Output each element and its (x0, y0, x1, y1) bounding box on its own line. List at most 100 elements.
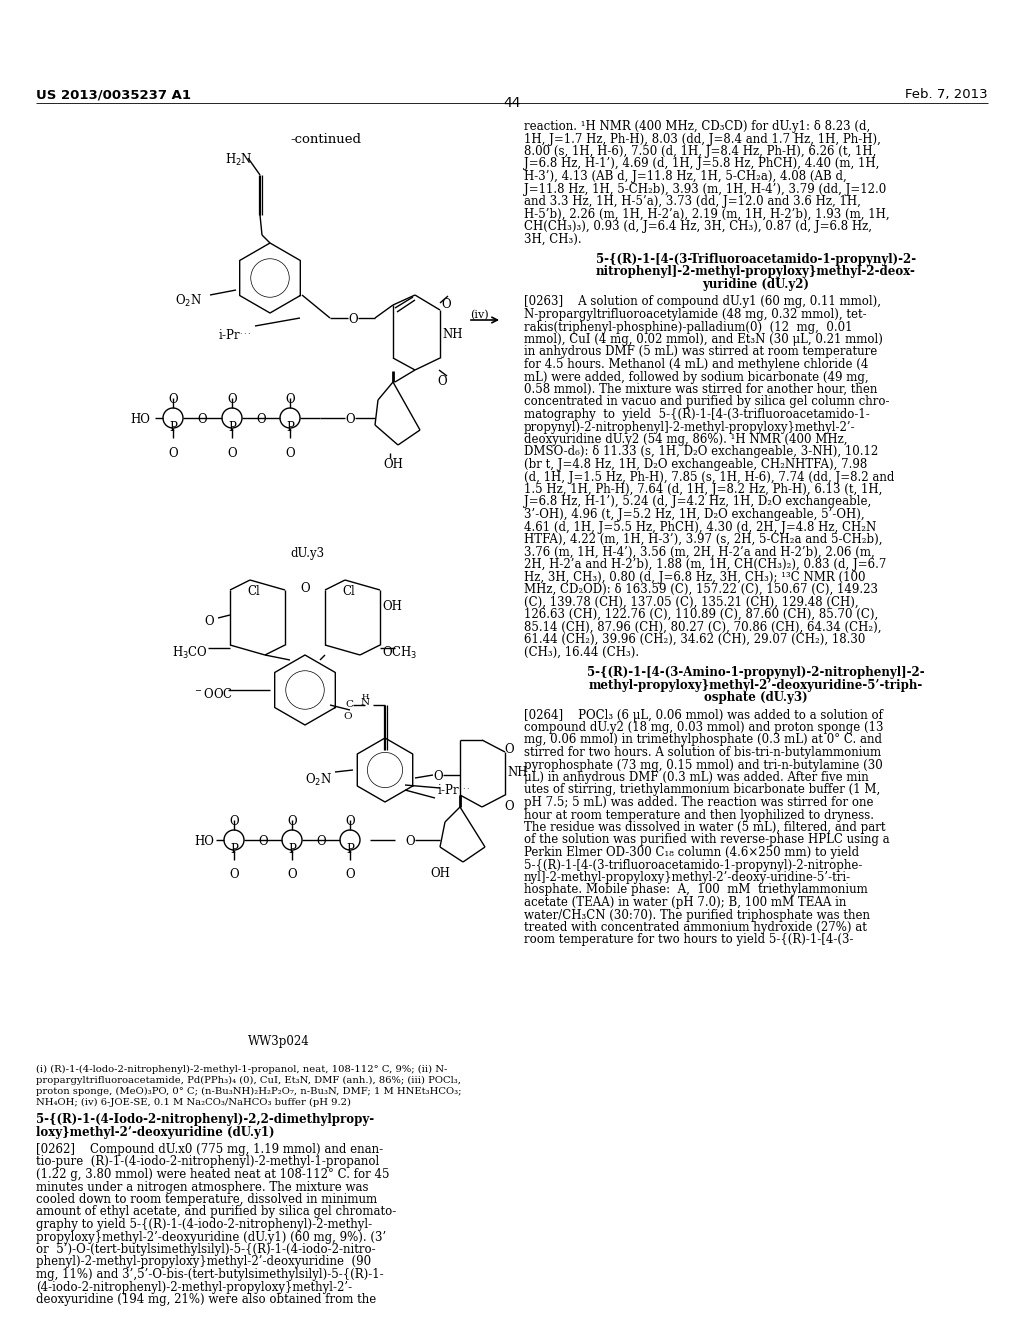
Text: propynyl)-2-nitrophenyl]-2-methyl-propyloxy}methyl-2’-: propynyl)-2-nitrophenyl]-2-methyl-propyl… (524, 421, 856, 433)
Text: O: O (345, 869, 354, 880)
Text: US 2013/0035237 A1: US 2013/0035237 A1 (36, 88, 191, 102)
Text: N: N (361, 698, 370, 708)
Text: P: P (169, 421, 177, 434)
Text: P: P (286, 421, 294, 434)
Text: O: O (433, 770, 442, 783)
Text: P: P (230, 843, 238, 855)
Text: O: O (168, 447, 177, 459)
Text: acetate (TEAA) in water (pH 7.0); B, 100 mM TEAA in: acetate (TEAA) in water (pH 7.0); B, 100… (524, 896, 847, 909)
Text: 0.58 mmol). The mixture was stirred for another hour, then: 0.58 mmol). The mixture was stirred for … (524, 383, 878, 396)
Text: J=6.8 Hz, H-1’), 5.24 (d, J=4.2 Hz, 1H, D₂O exchangeable,: J=6.8 Hz, H-1’), 5.24 (d, J=4.2 Hz, 1H, … (524, 495, 871, 508)
Text: The residue was dissolved in water (5 mL), filtered, and part: The residue was dissolved in water (5 mL… (524, 821, 886, 834)
Text: proton sponge, (MeO)₃PO, 0° C; (n-Bu₃NH)₂H₂P₂O₇, n-Bu₃N, DMF; 1 M HNEt₃HCO₃;: proton sponge, (MeO)₃PO, 0° C; (n-Bu₃NH)… (36, 1086, 462, 1096)
Text: MHz, CD₂OD): δ 163.59 (C), 157.22 (C), 150.67 (C), 149.23: MHz, CD₂OD): δ 163.59 (C), 157.22 (C), 1… (524, 583, 878, 597)
Text: NH: NH (442, 327, 463, 341)
Text: [0264]    POCl₃ (6 μL, 0.06 mmol) was added to a solution of: [0264] POCl₃ (6 μL, 0.06 mmol) was added… (524, 709, 883, 722)
Text: OH: OH (382, 601, 401, 612)
Text: 2H, H-2’a and H-2’b), 1.88 (m, 1H, CH(CH₃)₂), 0.83 (d, J=6.7: 2H, H-2’a and H-2’b), 1.88 (m, 1H, CH(CH… (524, 558, 887, 572)
Text: deoxyuridine (194 mg, 21%) were also obtained from the: deoxyuridine (194 mg, 21%) were also obt… (36, 1294, 376, 1305)
Text: nitrophenyl]-2-methyl-propyloxy}methyl-2-deox-: nitrophenyl]-2-methyl-propyloxy}methyl-2… (596, 265, 915, 279)
Text: hosphate. Mobile phase:  A,  100  mM  triethylammonium: hosphate. Mobile phase: A, 100 mM trieth… (524, 883, 867, 896)
Text: H-5’b), 2.26 (m, 1H, H-2’a), 2.19 (m, 1H, H-2’b), 1.93 (m, 1H,: H-5’b), 2.26 (m, 1H, H-2’a), 2.19 (m, 1H… (524, 207, 890, 220)
Text: O: O (345, 814, 354, 828)
Text: J=6.8 Hz, H-1’), 4.69 (d, 1H, J=5.8 Hz, PhCH), 4.40 (m, 1H,: J=6.8 Hz, H-1’), 4.69 (d, 1H, J=5.8 Hz, … (524, 157, 880, 170)
Text: H$_2$N: H$_2$N (225, 152, 253, 168)
Text: 126.63 (CH), 122.76 (C), 110.89 (C), 87.60 (CH), 85.70 (C),: 126.63 (CH), 122.76 (C), 110.89 (C), 87.… (524, 609, 879, 620)
Text: 1H, J=1.7 Hz, Ph-H), 8.03 (dd, J=8.4 and 1.7 Hz, 1H, Ph-H),: 1H, J=1.7 Hz, Ph-H), 8.03 (dd, J=8.4 and… (524, 132, 881, 145)
Text: P: P (346, 843, 354, 855)
Text: or  5’)-O-(tert-butylsimethylsilyl)-5-{(R)-1-(4-iodo-2-nitro-: or 5’)-O-(tert-butylsimethylsilyl)-5-{(R… (36, 1243, 376, 1257)
Text: mg, 0.06 mmol) in trimethylphosphate (0.3 mL) at 0° C. and: mg, 0.06 mmol) in trimethylphosphate (0.… (524, 734, 882, 747)
Text: matography  to  yield  5-{(R)-1-[4-(3-trifluoroacetamido-1-: matography to yield 5-{(R)-1-[4-(3-trifl… (524, 408, 869, 421)
Text: 5-{(R)-1-[4-(3-trifluoroacetamido-1-propynyl)-2-nitrophe-: 5-{(R)-1-[4-(3-trifluoroacetamido-1-prop… (524, 858, 862, 871)
Text: 5-{(R)-1-[4-(3-Amino-1-propynyl)-2-nitrophenyl]-2-: 5-{(R)-1-[4-(3-Amino-1-propynyl)-2-nitro… (587, 667, 925, 678)
Text: O: O (441, 298, 451, 312)
Text: O: O (229, 869, 239, 880)
Text: NH₄OH; (iv) 6-JOE-SE, 0.1 M Na₂CO₃/NaHCO₃ buffer (pH 9.2): NH₄OH; (iv) 6-JOE-SE, 0.1 M Na₂CO₃/NaHCO… (36, 1098, 351, 1107)
Circle shape (222, 408, 242, 428)
Text: O: O (348, 313, 357, 326)
Text: (4-iodo-2-nitrophenyl)-2-methyl-propyloxy}methyl-2’-: (4-iodo-2-nitrophenyl)-2-methyl-propylox… (36, 1280, 352, 1294)
Text: (iv): (iv) (470, 310, 488, 321)
Text: 8.00 (s, 1H, H-6), 7.50 (d, 1H, J=8.4 Hz, Ph-H), 6.26 (t, 1H,: 8.00 (s, 1H, H-6), 7.50 (d, 1H, J=8.4 Hz… (524, 145, 877, 158)
Text: O: O (168, 393, 177, 407)
Text: and 3.3 Hz, 1H, H-5’a), 3.73 (dd, J=12.0 and 3.6 Hz, 1H,: and 3.3 Hz, 1H, H-5’a), 3.73 (dd, J=12.0… (524, 195, 861, 209)
Text: 61.44 (CH₂), 39.96 (CH₂), 34.62 (CH), 29.07 (CH₂), 18.30: 61.44 (CH₂), 39.96 (CH₂), 34.62 (CH), 29… (524, 634, 865, 645)
Text: O: O (406, 836, 415, 847)
Text: concentrated in vacuo and purified by silica gel column chro-: concentrated in vacuo and purified by si… (524, 396, 890, 408)
Text: reaction. ¹H NMR (400 MHz, CD₃CD) for dU.y1: δ 8.23 (d,: reaction. ¹H NMR (400 MHz, CD₃CD) for dU… (524, 120, 870, 133)
Text: i-Pr$^{...}$: i-Pr$^{...}$ (218, 327, 252, 342)
Text: minutes under a nitrogen atmosphere. The mixture was: minutes under a nitrogen atmosphere. The… (36, 1180, 369, 1193)
Text: graphy to yield 5-{(R)-1-(4-iodo-2-nitrophenyl)-2-methyl-: graphy to yield 5-{(R)-1-(4-iodo-2-nitro… (36, 1218, 372, 1232)
Text: CH(CH₃)₃), 0.93 (d, J=6.4 Hz, 3H, CH₃), 0.87 (d, J=6.8 Hz,: CH(CH₃)₃), 0.93 (d, J=6.4 Hz, 3H, CH₃), … (524, 220, 872, 234)
Text: OCH$_3$: OCH$_3$ (382, 645, 418, 661)
Text: 85.14 (CH), 87.96 (CH), 80.27 (C), 70.86 (CH), 64.34 (CH₂),: 85.14 (CH), 87.96 (CH), 80.27 (C), 70.86… (524, 620, 882, 634)
Text: μL) in anhydrous DMF (0.3 mL) was added. After five min: μL) in anhydrous DMF (0.3 mL) was added.… (524, 771, 868, 784)
Text: Feb. 7, 2013: Feb. 7, 2013 (905, 88, 988, 102)
Text: tio-pure  (R)-1-(4-iodo-2-nitrophenyl)-2-methyl-1-propanol: tio-pure (R)-1-(4-iodo-2-nitrophenyl)-2-… (36, 1155, 379, 1168)
Text: P: P (288, 843, 296, 855)
Circle shape (340, 830, 360, 850)
Text: O: O (316, 836, 326, 847)
Text: O: O (197, 413, 207, 426)
Text: [0263]    A solution of compound dU.y1 (60 mg, 0.11 mmol),: [0263] A solution of compound dU.y1 (60 … (524, 296, 881, 309)
Text: pyrophosphate (73 mg, 0.15 mmol) and tri-n-butylamine (30: pyrophosphate (73 mg, 0.15 mmol) and tri… (524, 759, 883, 771)
Text: methyl-propyloxy}methyl-2’-deoxyuridine-5’-triph-: methyl-propyloxy}methyl-2’-deoxyuridine-… (589, 678, 923, 692)
Text: Cl: Cl (342, 585, 354, 598)
Circle shape (280, 408, 300, 428)
Text: utes of stirring, triethylammonium bicarbonate buffer (1 M,: utes of stirring, triethylammonium bicar… (524, 784, 881, 796)
Text: 1.5 Hz, 1H, Ph-H), 7.64 (d, 1H, J=8.2 Hz, Ph-H), 6.13 (t, 1H,: 1.5 Hz, 1H, Ph-H), 7.64 (d, 1H, J=8.2 Hz… (524, 483, 883, 496)
Text: O: O (258, 836, 267, 847)
Text: O$_2$N: O$_2$N (305, 772, 332, 788)
Text: H: H (362, 693, 370, 701)
Text: O: O (300, 582, 309, 595)
Text: 5-{(R)-1-(4-Iodo-2-nitrophenyl)-2,2-dimethylpropy-: 5-{(R)-1-(4-Iodo-2-nitrophenyl)-2,2-dime… (36, 1113, 374, 1126)
Text: (CH₃), 16.44 (CH₃).: (CH₃), 16.44 (CH₃). (524, 645, 639, 659)
Text: (br t, J=4.8 Hz, 1H, D₂O exchangeable, CH₂NHTFA), 7.98: (br t, J=4.8 Hz, 1H, D₂O exchangeable, C… (524, 458, 867, 471)
Text: for 4.5 hours. Methanol (4 mL) and methylene chloride (4: for 4.5 hours. Methanol (4 mL) and methy… (524, 358, 868, 371)
Text: O: O (504, 743, 514, 756)
Text: of the solution was purified with reverse-phase HPLC using a: of the solution was purified with revers… (524, 833, 890, 846)
Text: H$_3$CO: H$_3$CO (172, 645, 208, 661)
Text: water/CH₃CN (30:70). The purified triphosphate was then: water/CH₃CN (30:70). The purified tripho… (524, 908, 870, 921)
Text: O$_2$N: O$_2$N (175, 293, 202, 309)
Text: yuridine (dU.y2): yuridine (dU.y2) (702, 279, 810, 290)
Text: DMSO-d₆): δ 11.33 (s, 1H, D₂O exchangeable, 3-NH), 10.12: DMSO-d₆): δ 11.33 (s, 1H, D₂O exchangeab… (524, 446, 879, 458)
Text: (i) (R)-1-(4-lodo-2-nitrophenyl)-2-methyl-1-propanol, neat, 108-112° C, 9%; (ii): (i) (R)-1-(4-lodo-2-nitrophenyl)-2-methy… (36, 1065, 447, 1074)
Circle shape (224, 830, 244, 850)
Circle shape (282, 830, 302, 850)
Text: HTFA), 4.22 (m, 1H, H-3’), 3.97 (s, 2H, 5-CH₂a and 5-CH₂b),: HTFA), 4.22 (m, 1H, H-3’), 3.97 (s, 2H, … (524, 533, 883, 546)
Text: 44: 44 (503, 96, 521, 110)
Text: propyloxy}methyl-2’-deoxyuridine (dU.y1) (60 mg, 9%). (3’: propyloxy}methyl-2’-deoxyuridine (dU.y1)… (36, 1230, 386, 1243)
Text: room temperature for two hours to yield 5-{(R)-1-[4-(3-: room temperature for two hours to yield … (524, 933, 853, 946)
Text: -continued: -continued (290, 133, 361, 147)
Text: 3.76 (m, 1H, H-4’), 3.56 (m, 2H, H-2’a and H-2’b), 2.06 (m,: 3.76 (m, 1H, H-4’), 3.56 (m, 2H, H-2’a a… (524, 545, 874, 558)
Text: mL) were added, followed by sodium bicarbonate (49 mg,: mL) were added, followed by sodium bicar… (524, 371, 868, 384)
Text: O: O (285, 393, 295, 407)
Text: treated with concentrated ammonium hydroxide (27%) at: treated with concentrated ammonium hydro… (524, 921, 867, 935)
Text: O: O (287, 869, 297, 880)
Text: Hz, 3H, CH₃), 0.80 (d, J=6.8 Hz, 3H, CH₃); ¹³C NMR (100: Hz, 3H, CH₃), 0.80 (d, J=6.8 Hz, 3H, CH₃… (524, 570, 865, 583)
Text: NH: NH (507, 766, 527, 779)
Text: O: O (285, 447, 295, 459)
Text: HO: HO (194, 836, 214, 847)
